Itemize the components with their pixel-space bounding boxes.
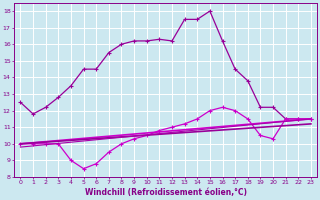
X-axis label: Windchill (Refroidissement éolien,°C): Windchill (Refroidissement éolien,°C) xyxy=(85,188,247,197)
